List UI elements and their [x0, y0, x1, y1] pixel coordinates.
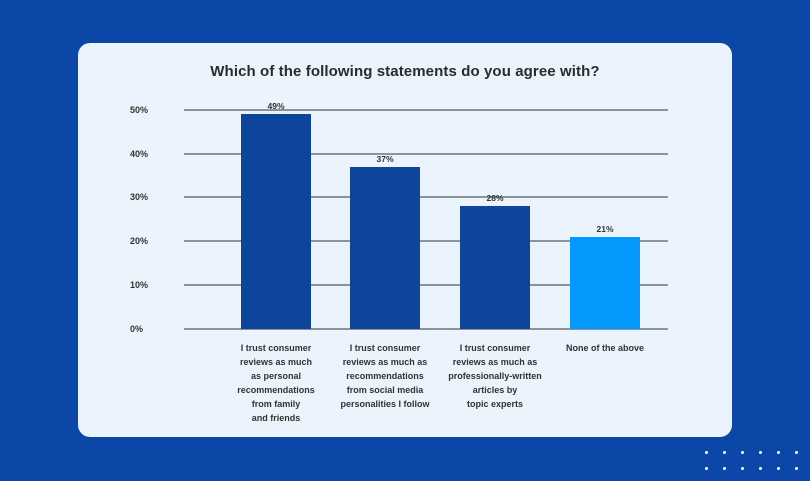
- y-tick-0: 0%: [130, 324, 144, 334]
- bar-value-label: 49%: [267, 100, 285, 111]
- gridline-10: [184, 284, 668, 286]
- y-tick-30: 30%: [130, 192, 149, 202]
- dot: [795, 467, 798, 470]
- bar-value-label: 37%: [376, 153, 394, 164]
- x-axis-label: None of the above: [565, 343, 644, 353]
- bar-2: [350, 166, 420, 329]
- y-tick-50: 50%: [130, 105, 149, 115]
- bar-1: [241, 113, 311, 329]
- dot: [741, 467, 744, 470]
- bar-3: [460, 206, 530, 329]
- dot: [705, 467, 708, 470]
- gridline-0: [184, 328, 668, 330]
- y-tick-20: 20%: [130, 236, 149, 246]
- gridline-40: [184, 153, 668, 155]
- gridline-30: [184, 196, 668, 198]
- dot: [705, 451, 708, 454]
- x-axis-label: I trust consumer reviews as much as prof…: [448, 343, 542, 409]
- dot: [723, 451, 726, 454]
- dot: [759, 467, 762, 470]
- dot: [741, 451, 744, 454]
- bar-value-label: 21%: [596, 223, 614, 234]
- dot: [795, 451, 798, 454]
- chart-title: Which of the following statements do you…: [210, 63, 600, 80]
- dot: [777, 451, 780, 454]
- x-axis-label: I trust consumer reviews as much as pers…: [237, 343, 315, 423]
- y-tick-10: 10%: [130, 280, 149, 290]
- chart-card: Which of the following statements do you…: [78, 43, 732, 437]
- dot: [723, 467, 726, 470]
- bar-value-label: 28%: [486, 193, 504, 204]
- y-tick-40: 40%: [130, 149, 149, 159]
- gridline-50: [184, 109, 668, 111]
- x-axis-label: I trust consumer reviews as much as reco…: [340, 343, 430, 409]
- gridline-20: [184, 240, 668, 242]
- dot: [777, 467, 780, 470]
- dot: [759, 451, 762, 454]
- bar-4: [570, 236, 640, 329]
